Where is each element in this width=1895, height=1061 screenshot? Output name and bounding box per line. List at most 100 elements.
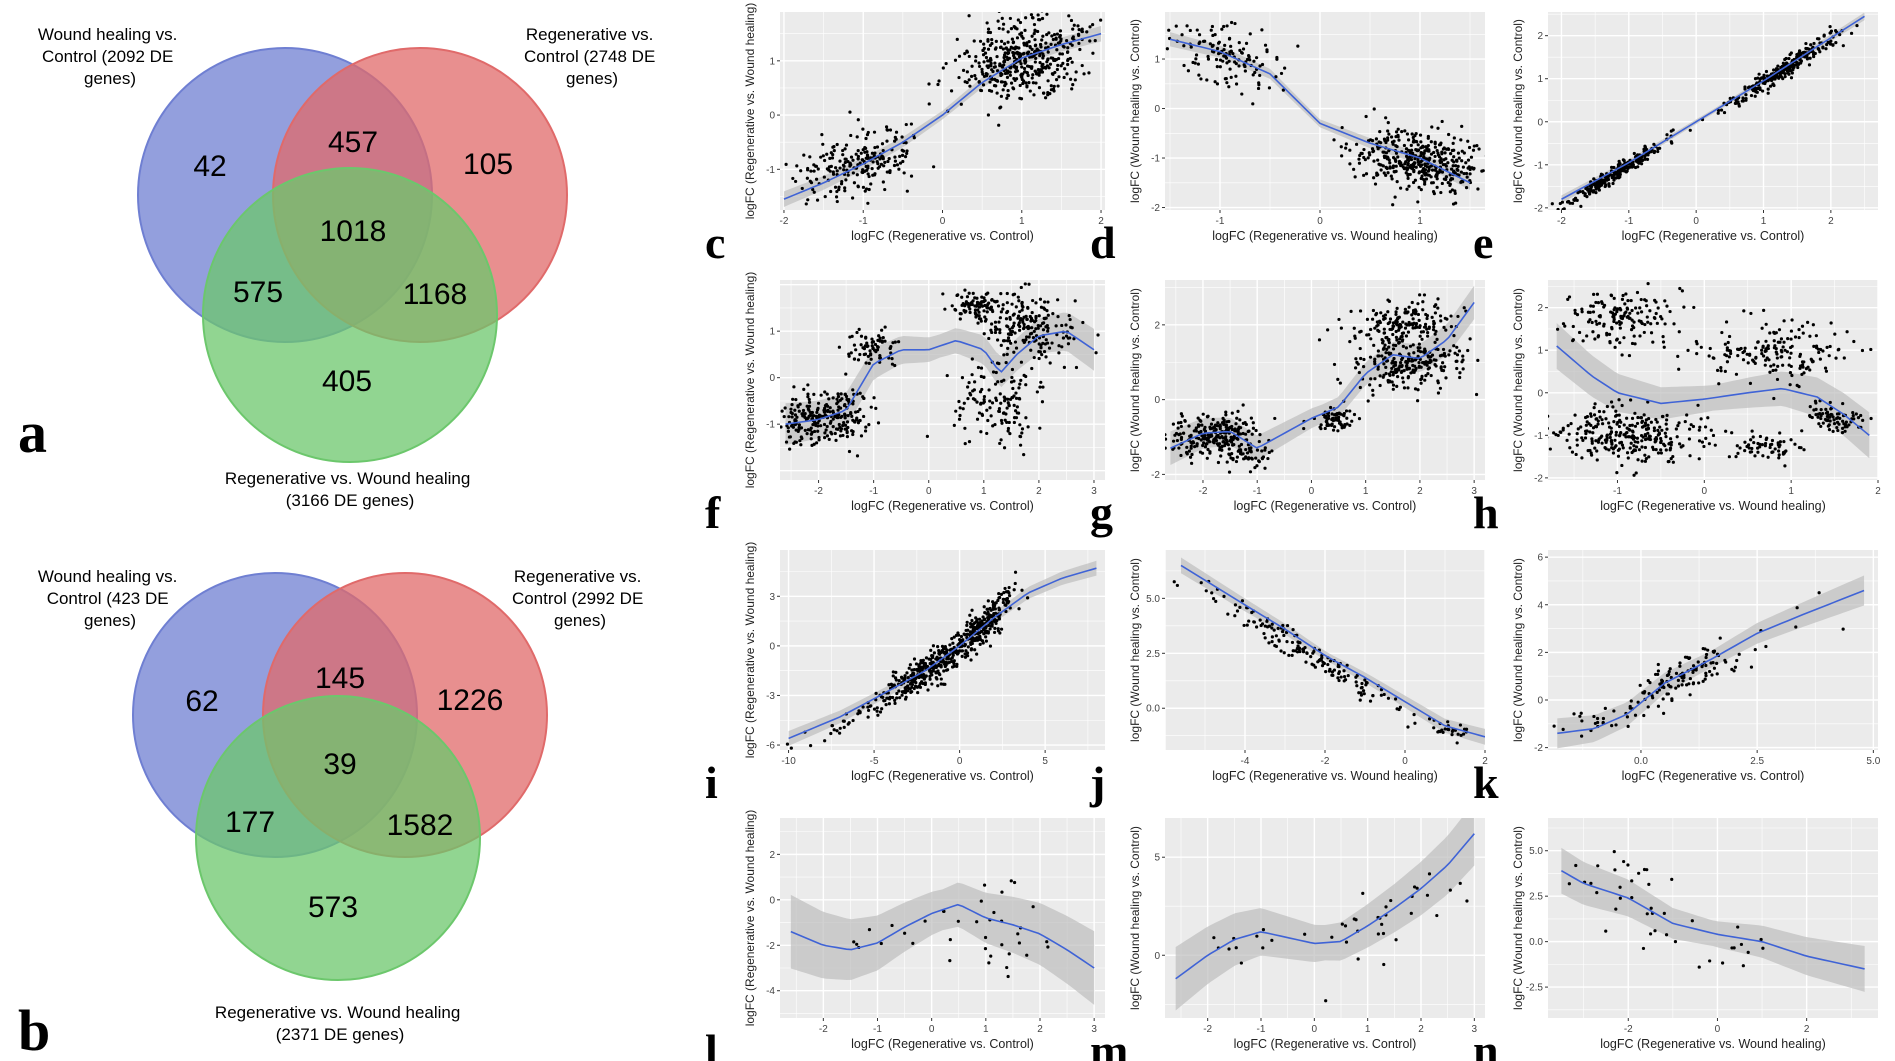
x-tick-label: -1 [1624,216,1633,227]
data-point [1586,320,1591,324]
data-point [855,454,860,458]
data-point [1044,338,1048,342]
data-point [1795,383,1799,387]
data-point [1376,147,1380,151]
data-point [1360,681,1364,686]
data-point [1417,170,1422,174]
data-point [986,599,990,603]
data-point [1372,343,1376,347]
data-point [1455,741,1459,745]
data-point [858,407,862,411]
data-point [1841,401,1845,406]
data-point [903,697,908,701]
data-point [1611,181,1615,186]
data-point [1038,18,1042,22]
y-tick-label: -1 [766,165,775,176]
data-point [1768,84,1773,88]
data-point [952,423,956,427]
data-point [1845,330,1849,334]
data-point [988,627,992,631]
x-tick-label: 0 [926,486,932,497]
data-point [1379,693,1383,697]
data-point [1357,417,1362,421]
data-point [999,627,1004,631]
data-point [972,39,976,43]
data-point [1595,292,1600,296]
data-point [901,690,906,694]
data-point [1205,456,1209,460]
data-point [1656,147,1660,151]
data-point [1008,327,1012,331]
data-point [1057,351,1061,355]
data-point [1635,421,1640,426]
data-point [1225,440,1229,444]
data-point [1632,473,1636,477]
data-point [1358,330,1362,334]
data-point [852,419,856,423]
data-point [959,649,963,653]
data-point [1597,321,1602,325]
data-point [1454,158,1459,162]
data-point [1041,91,1046,95]
data-point [985,72,989,76]
data-point [1438,314,1443,318]
data-point [1741,350,1745,355]
data-point [1196,424,1201,428]
data-point [1001,339,1006,343]
data-point [1211,596,1216,601]
data-point [1394,151,1399,155]
data-point [989,328,993,332]
data-point [1062,45,1066,49]
data-point [1789,76,1794,80]
data-point [1550,202,1554,206]
x-tick-label: 1 [1019,216,1025,227]
data-point [1041,56,1045,60]
data-point [1274,75,1278,79]
data-point [1049,42,1053,46]
data-point [1006,93,1011,98]
data-point [1043,300,1047,304]
data-point [1624,169,1628,174]
data-point [978,390,983,394]
data-point [1217,40,1221,44]
data-point [1241,403,1245,407]
data-point [1241,421,1245,425]
data-point [850,334,854,338]
data-point [1728,96,1732,101]
data-point [1783,348,1787,352]
data-point [968,307,972,311]
data-point [831,172,836,176]
data-point [1659,440,1663,444]
data-point [1390,380,1394,384]
data-point [1426,355,1431,359]
data-point [875,709,879,713]
data-point [1634,471,1638,475]
data-point [1410,132,1414,136]
data-point [1339,145,1343,149]
data-point [1434,364,1438,368]
data-point [977,79,981,84]
data-point [1398,705,1402,709]
data-point [1432,321,1436,325]
data-point [1005,352,1009,357]
data-point [1229,44,1233,48]
panel-label-e: e [1473,217,1493,268]
data-point [972,388,976,392]
data-point [1410,300,1414,305]
data-point [1486,170,1489,173]
points-group [1550,12,1865,210]
data-point [1548,436,1549,439]
data-point [1642,413,1646,417]
data-point [1080,29,1084,34]
data-point [1394,130,1399,134]
data-point [1006,426,1011,431]
data-point [1643,421,1648,425]
data-point [1406,156,1410,160]
venn-b-count-wound-only: 62 [185,685,218,718]
data-point [1775,74,1779,78]
data-point [999,310,1003,314]
data-point [1374,313,1378,317]
data-point [1687,427,1692,431]
data-point [931,669,935,673]
